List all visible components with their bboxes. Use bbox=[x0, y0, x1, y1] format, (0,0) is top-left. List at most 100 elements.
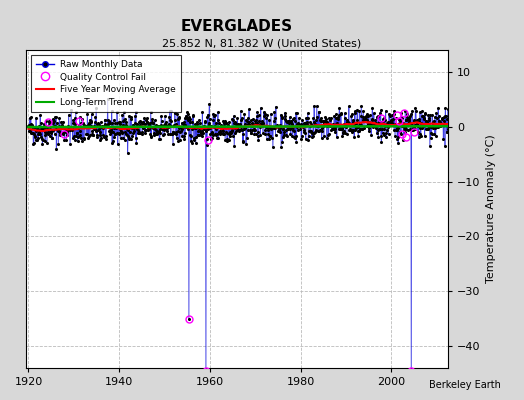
Point bbox=[178, 125, 187, 132]
Point bbox=[42, 118, 50, 124]
Point bbox=[354, 128, 362, 134]
Point bbox=[170, 122, 179, 128]
Point bbox=[419, 122, 428, 129]
Y-axis label: Temperature Anomaly (°C): Temperature Anomaly (°C) bbox=[486, 135, 496, 283]
Point bbox=[27, 114, 35, 120]
Point bbox=[51, 114, 60, 120]
Point bbox=[221, 118, 229, 124]
Point bbox=[216, 130, 224, 137]
Point bbox=[350, 134, 358, 140]
Point bbox=[78, 138, 86, 144]
Point bbox=[416, 109, 424, 116]
Point bbox=[223, 136, 232, 143]
Point bbox=[137, 118, 145, 125]
Point bbox=[253, 120, 261, 126]
Point bbox=[307, 127, 315, 134]
Point bbox=[265, 117, 274, 123]
Point bbox=[436, 122, 445, 128]
Point bbox=[352, 125, 360, 132]
Point bbox=[421, 110, 429, 116]
Point bbox=[369, 110, 378, 116]
Point bbox=[393, 125, 401, 131]
Point bbox=[308, 134, 316, 140]
Point bbox=[401, 116, 410, 123]
Point bbox=[279, 126, 287, 132]
Point bbox=[335, 112, 343, 118]
Point bbox=[348, 128, 356, 135]
Point bbox=[333, 120, 341, 127]
Point bbox=[305, 128, 313, 134]
Point bbox=[387, 117, 396, 123]
Point bbox=[402, 111, 411, 117]
Point bbox=[43, 140, 51, 146]
Point bbox=[173, 115, 182, 122]
Point bbox=[350, 117, 358, 124]
Point bbox=[416, 131, 424, 137]
Point bbox=[61, 126, 70, 132]
Point bbox=[213, 134, 222, 141]
Point bbox=[266, 133, 275, 140]
Point bbox=[234, 127, 243, 133]
Point bbox=[331, 124, 339, 130]
Point bbox=[116, 121, 124, 128]
Point bbox=[145, 126, 154, 132]
Point bbox=[118, 130, 126, 136]
Point bbox=[263, 112, 271, 118]
Point bbox=[164, 130, 172, 137]
Point bbox=[432, 110, 441, 116]
Point bbox=[140, 124, 148, 130]
Point bbox=[443, 126, 452, 132]
Point bbox=[58, 122, 67, 128]
Point bbox=[352, 120, 361, 126]
Point bbox=[312, 103, 321, 109]
Point bbox=[52, 146, 61, 152]
Point bbox=[398, 123, 407, 130]
Point bbox=[254, 129, 262, 136]
Point bbox=[105, 128, 114, 134]
Point bbox=[276, 125, 285, 131]
Point bbox=[212, 132, 220, 138]
Point bbox=[184, 126, 192, 132]
Point bbox=[325, 123, 334, 129]
Point bbox=[305, 119, 314, 125]
Point bbox=[256, 132, 265, 138]
Point bbox=[302, 136, 310, 142]
Point bbox=[376, 122, 384, 129]
Point bbox=[276, 128, 284, 135]
Point bbox=[99, 132, 107, 138]
Point bbox=[374, 127, 382, 134]
Point bbox=[100, 122, 108, 129]
Point bbox=[338, 124, 346, 131]
Point bbox=[403, 114, 411, 121]
Point bbox=[366, 120, 375, 127]
Point bbox=[277, 115, 286, 121]
Point bbox=[275, 127, 283, 134]
Point bbox=[343, 119, 352, 126]
Point bbox=[71, 121, 80, 128]
Point bbox=[68, 127, 76, 134]
Point bbox=[326, 117, 334, 124]
Point bbox=[443, 129, 452, 135]
Point bbox=[212, 125, 221, 132]
Point bbox=[378, 118, 386, 125]
Point bbox=[291, 118, 299, 124]
Point bbox=[104, 118, 113, 124]
Point bbox=[379, 120, 388, 126]
Point bbox=[438, 120, 446, 127]
Point bbox=[344, 118, 352, 125]
Point bbox=[364, 121, 372, 127]
Point bbox=[226, 133, 234, 139]
Point bbox=[194, 124, 203, 131]
Point bbox=[33, 137, 41, 144]
Point bbox=[322, 119, 331, 125]
Point bbox=[75, 114, 84, 120]
Point bbox=[195, 120, 204, 127]
Point bbox=[339, 132, 347, 139]
Point bbox=[161, 113, 169, 119]
Point bbox=[351, 110, 359, 116]
Point bbox=[348, 126, 356, 133]
Point bbox=[195, 132, 204, 138]
Point bbox=[365, 125, 374, 131]
Point bbox=[137, 120, 146, 126]
Point bbox=[221, 120, 230, 126]
